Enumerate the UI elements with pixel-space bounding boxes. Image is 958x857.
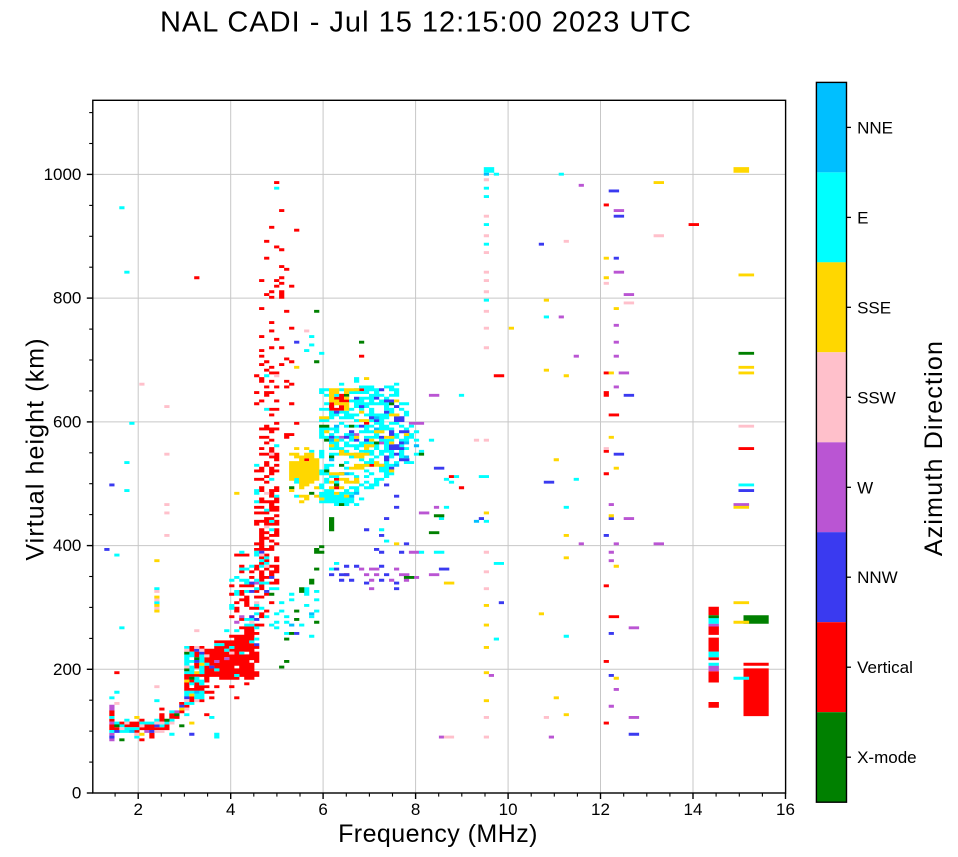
svg-text:E: E	[857, 208, 868, 227]
svg-text:2: 2	[133, 800, 142, 819]
svg-text:NNW: NNW	[857, 568, 898, 587]
svg-text:NAL CADI - Jul 15 12:15:00 202: NAL CADI - Jul 15 12:15:00 2023 UTC	[160, 7, 692, 39]
svg-text:800: 800	[53, 289, 81, 308]
svg-text:400: 400	[53, 536, 81, 555]
svg-text:1000: 1000	[44, 165, 82, 184]
svg-text:10: 10	[499, 800, 518, 819]
svg-text:6: 6	[318, 800, 327, 819]
svg-text:12: 12	[591, 800, 610, 819]
svg-text:600: 600	[53, 413, 81, 432]
svg-text:SSW: SSW	[857, 388, 896, 407]
svg-text:16: 16	[776, 800, 795, 819]
svg-text:X-mode: X-mode	[857, 748, 917, 767]
svg-text:NNE: NNE	[857, 118, 893, 137]
svg-text:Frequency (MHz): Frequency (MHz)	[338, 820, 538, 848]
svg-text:200: 200	[53, 660, 81, 679]
svg-text:Azimuth Direction: Azimuth Direction	[920, 340, 948, 556]
svg-text:W: W	[857, 478, 873, 497]
svg-text:Vertical: Vertical	[857, 658, 913, 677]
svg-text:Virtual height (km): Virtual height (km)	[22, 337, 50, 560]
svg-text:8: 8	[411, 800, 420, 819]
svg-text:4: 4	[226, 800, 235, 819]
svg-text:14: 14	[684, 800, 703, 819]
svg-text:SSE: SSE	[857, 298, 891, 317]
svg-text:0: 0	[72, 784, 81, 803]
